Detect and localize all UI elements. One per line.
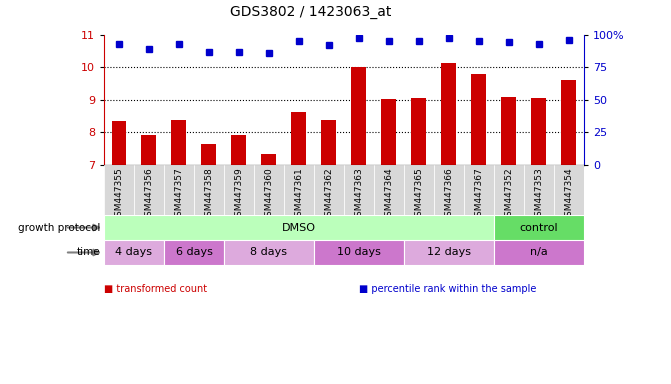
Text: ■ percentile rank within the sample: ■ percentile rank within the sample: [359, 284, 536, 294]
Bar: [291, 112, 307, 165]
Bar: [104, 165, 134, 215]
Text: GSM447353: GSM447353: [534, 168, 544, 222]
Bar: [111, 121, 127, 165]
Bar: [231, 135, 246, 165]
Text: 6 days: 6 days: [176, 247, 213, 258]
Text: 4 days: 4 days: [115, 247, 152, 258]
Text: 10 days: 10 days: [337, 247, 381, 258]
Text: ■ transformed count: ■ transformed count: [104, 284, 207, 294]
Bar: [321, 120, 336, 165]
Bar: [494, 215, 584, 240]
Bar: [134, 165, 164, 215]
Bar: [164, 165, 194, 215]
Bar: [314, 240, 404, 265]
Bar: [201, 144, 217, 165]
Text: n/a: n/a: [530, 247, 548, 258]
Bar: [352, 66, 366, 165]
Bar: [284, 165, 314, 215]
Bar: [142, 135, 156, 165]
Bar: [262, 154, 276, 165]
Text: growth protocol: growth protocol: [18, 222, 101, 233]
Bar: [411, 98, 426, 165]
Bar: [494, 240, 584, 265]
Bar: [531, 98, 546, 165]
Text: GSM447360: GSM447360: [264, 168, 273, 222]
Bar: [194, 165, 224, 215]
Bar: [344, 165, 374, 215]
Bar: [254, 165, 284, 215]
Bar: [561, 79, 576, 165]
Text: GSM447358: GSM447358: [205, 168, 213, 222]
Text: GSM447359: GSM447359: [234, 168, 244, 222]
Bar: [442, 63, 456, 165]
Bar: [104, 215, 494, 240]
Text: GDS3802 / 1423063_at: GDS3802 / 1423063_at: [229, 5, 391, 19]
Text: GSM447352: GSM447352: [505, 168, 513, 222]
Text: GSM447363: GSM447363: [354, 168, 364, 222]
Bar: [164, 240, 224, 265]
Text: DMSO: DMSO: [282, 222, 316, 233]
Text: GSM447367: GSM447367: [474, 168, 483, 222]
Bar: [494, 165, 524, 215]
Bar: [434, 165, 464, 215]
Text: GSM447362: GSM447362: [324, 168, 333, 222]
Bar: [464, 165, 494, 215]
Text: GSM447366: GSM447366: [444, 168, 454, 222]
Text: GSM447357: GSM447357: [174, 168, 183, 222]
Text: GSM447361: GSM447361: [295, 168, 303, 222]
Text: 8 days: 8 days: [250, 247, 287, 258]
Bar: [314, 165, 344, 215]
Bar: [104, 240, 164, 265]
Text: GSM447365: GSM447365: [415, 168, 423, 222]
Bar: [172, 120, 187, 165]
Text: GSM447355: GSM447355: [115, 168, 123, 222]
Text: 12 days: 12 days: [427, 247, 471, 258]
Text: GSM447356: GSM447356: [144, 168, 154, 222]
Text: control: control: [519, 222, 558, 233]
Text: GSM447364: GSM447364: [384, 168, 393, 222]
Bar: [224, 165, 254, 215]
Bar: [381, 99, 397, 165]
Bar: [404, 165, 434, 215]
Bar: [501, 97, 516, 165]
Bar: [374, 165, 404, 215]
Text: time: time: [77, 247, 101, 258]
Bar: [224, 240, 314, 265]
Bar: [404, 240, 494, 265]
Text: GSM447354: GSM447354: [564, 168, 573, 222]
Bar: [554, 165, 584, 215]
Bar: [471, 74, 486, 165]
Bar: [524, 165, 554, 215]
